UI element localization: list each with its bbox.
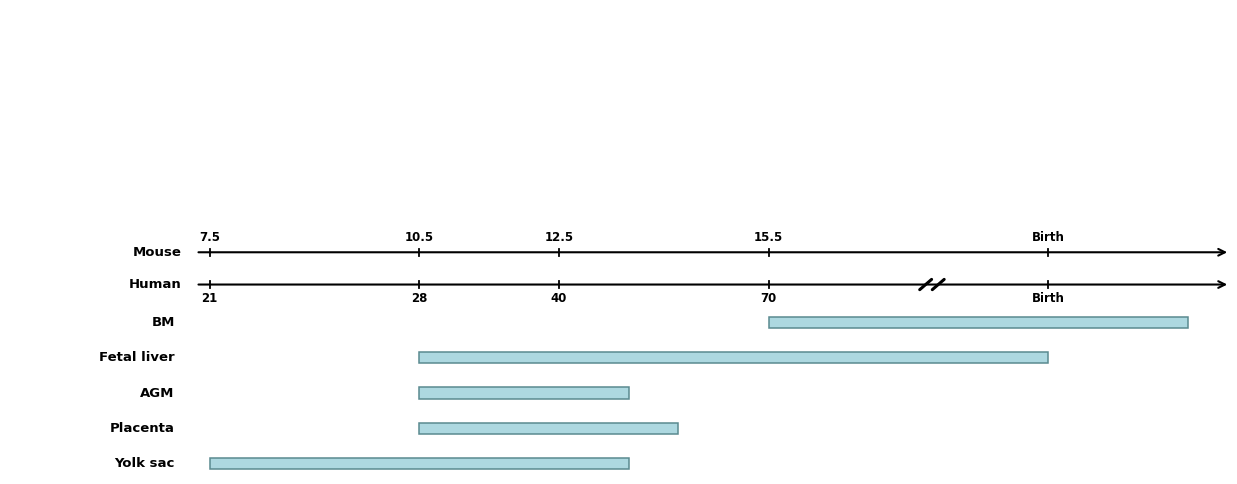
- Text: AGM: AGM: [140, 387, 174, 400]
- Bar: [419, 388, 628, 399]
- Text: 7.5: 7.5: [199, 231, 220, 244]
- Bar: [419, 423, 678, 434]
- Text: Human: Human: [129, 278, 182, 291]
- Text: 15.5: 15.5: [755, 231, 783, 244]
- Text: 21: 21: [202, 292, 218, 305]
- Text: 28: 28: [411, 292, 428, 305]
- Bar: [768, 317, 1188, 328]
- Text: 12.5: 12.5: [544, 231, 574, 244]
- Text: Placenta: Placenta: [110, 422, 174, 435]
- Text: Mouse: Mouse: [132, 246, 182, 259]
- Text: Fetal liver: Fetal liver: [99, 351, 174, 364]
- Text: 70: 70: [761, 292, 777, 305]
- Text: Birth: Birth: [1032, 231, 1065, 244]
- Text: Birth: Birth: [1032, 292, 1065, 305]
- Text: BM: BM: [151, 316, 174, 329]
- Bar: [209, 458, 628, 469]
- Bar: [419, 352, 1048, 363]
- Text: 10.5: 10.5: [404, 231, 434, 244]
- Text: 40: 40: [550, 292, 568, 305]
- Text: Yolk sac: Yolk sac: [114, 457, 174, 470]
